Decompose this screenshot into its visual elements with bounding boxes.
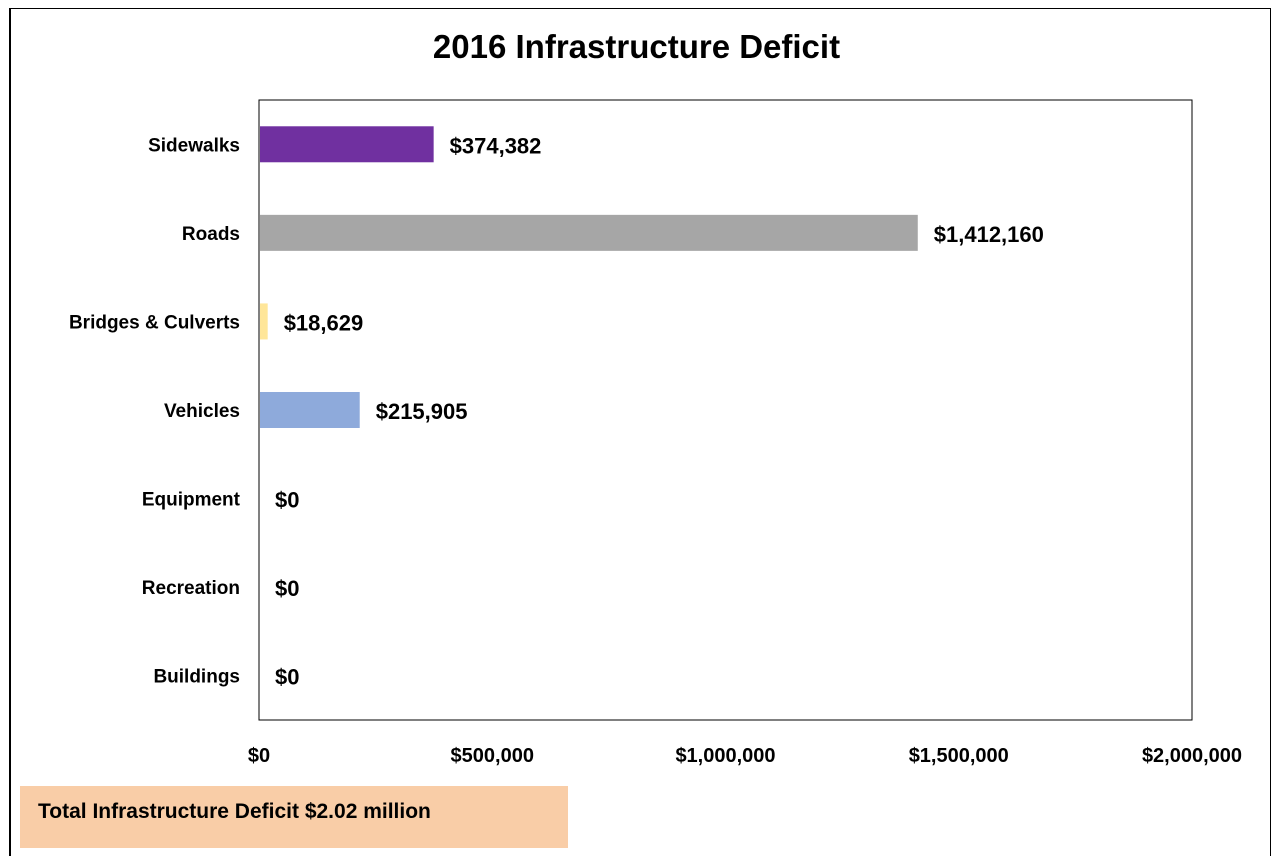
category-label: Equipment [142, 490, 241, 511]
bar-roads [260, 214, 918, 251]
bar-sidewalks [260, 126, 434, 163]
category-label: Recreation [142, 578, 240, 599]
total-deficit-label: Total Infrastructure Deficit $2.02 milli… [38, 800, 431, 823]
total-deficit-box: Total Infrastructure Deficit $2.02 milli… [20, 786, 568, 848]
data-label: $374,382 [450, 133, 542, 158]
x-tick-label: $1,500,000 [909, 745, 1009, 767]
x-tick-label: $500,000 [451, 745, 534, 767]
data-label: $0 [275, 576, 299, 601]
data-label: $0 [275, 488, 299, 513]
chart-frame [9, 8, 1271, 856]
category-label: Sidewalks [148, 135, 240, 156]
category-label: Bridges & Culverts [69, 312, 240, 333]
category-label: Buildings [153, 667, 240, 688]
chart-title: 2016 Infrastructure Deficit [432, 28, 841, 65]
category-label: Roads [182, 224, 240, 245]
bar-vehicles [260, 392, 360, 428]
x-tick-label: $1,000,000 [675, 745, 775, 767]
x-tick-label: $0 [248, 745, 270, 767]
data-label: $1,412,160 [934, 222, 1044, 247]
data-label: $18,629 [284, 310, 364, 335]
data-label: $215,905 [376, 399, 468, 424]
data-label: $0 [275, 665, 299, 690]
bar-bridges-culverts [260, 303, 268, 340]
x-tick-label: $2,000,000 [1142, 745, 1242, 767]
plot-area [258, 99, 1193, 721]
category-label: Vehicles [164, 401, 240, 422]
